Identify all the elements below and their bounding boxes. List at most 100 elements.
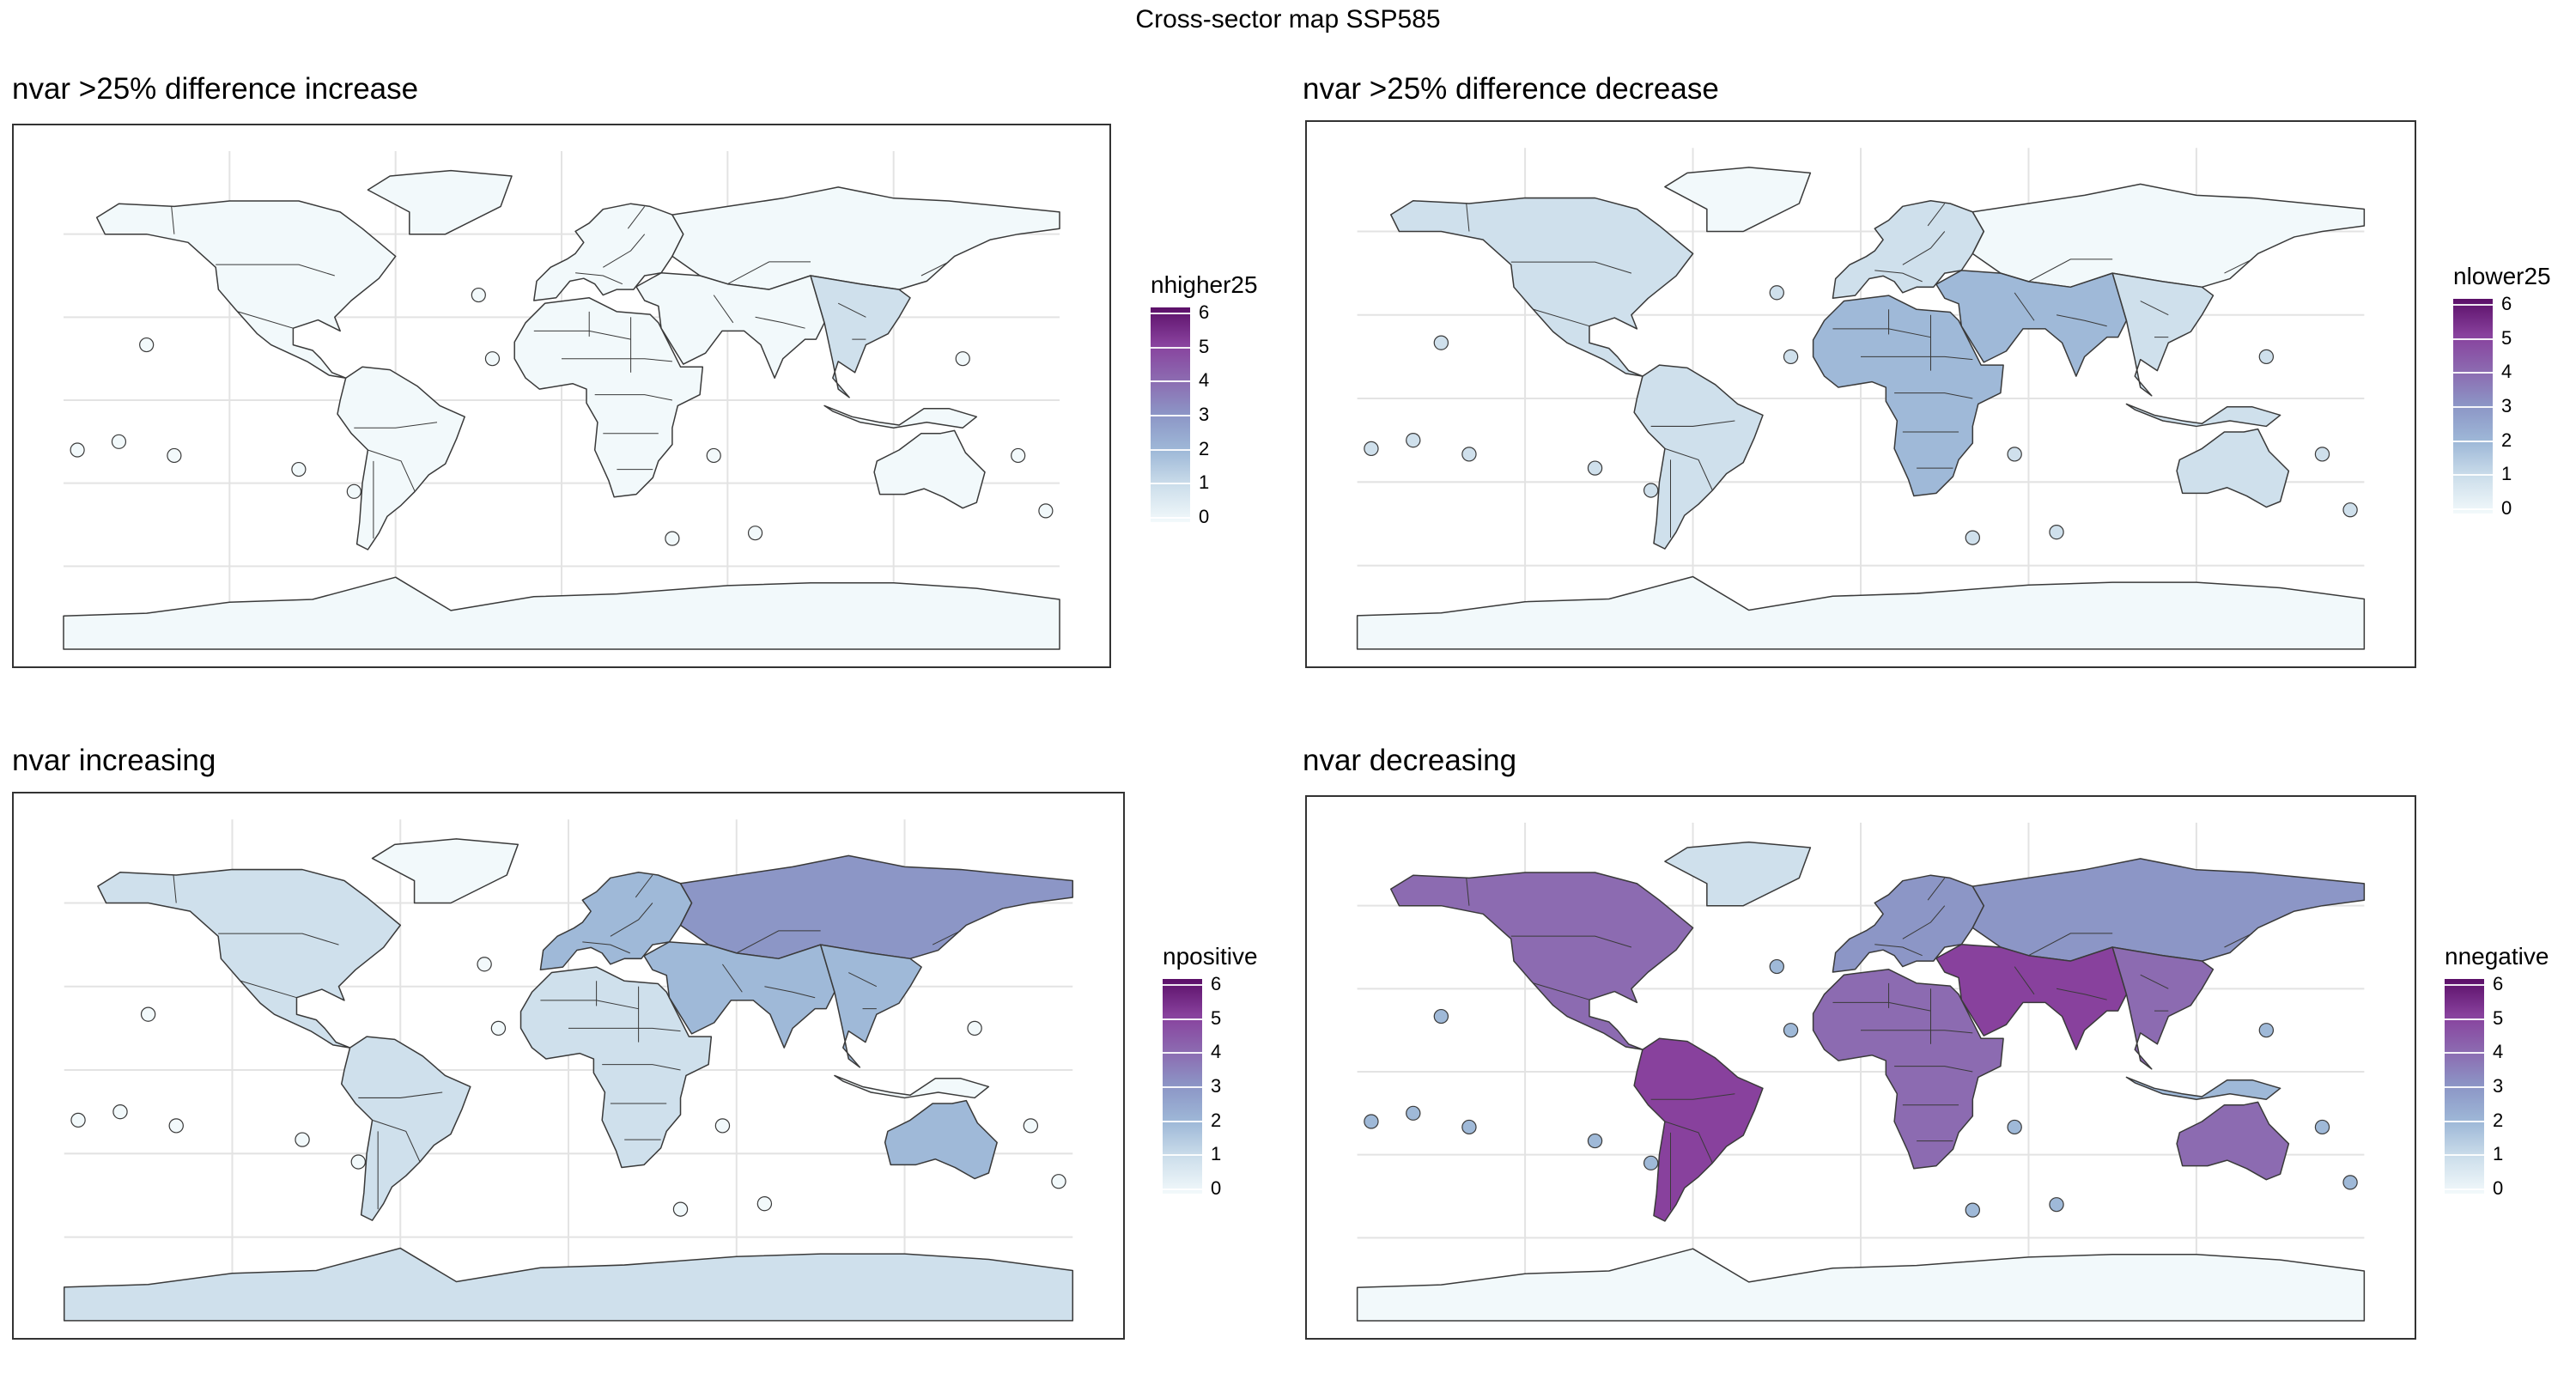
- legend-tick-label: 4: [2501, 361, 2512, 383]
- map-frame: [12, 124, 1111, 668]
- country-border: [1902, 905, 1946, 939]
- island: [1023, 1118, 1039, 1134]
- country-border: [568, 1027, 681, 1032]
- legend-tick-label: 1: [2493, 1143, 2504, 1165]
- legend-tick-mark: [1151, 448, 1190, 451]
- legend-tick-mark: [1163, 1189, 1202, 1190]
- island: [484, 351, 501, 367]
- legend-tick-label: 1: [1211, 1143, 1222, 1165]
- panel-nlower25: nvar >25% difference decrease nlower25 6…: [1303, 72, 2573, 673]
- panel-title: nvar >25% difference decrease: [1303, 72, 1719, 106]
- country-border: [1664, 447, 1713, 491]
- island: [1965, 1202, 1980, 1218]
- legend-tick-mark: [1163, 1052, 1202, 1055]
- country-border: [2028, 258, 2113, 283]
- island: [1783, 1023, 1799, 1038]
- country-border: [1861, 356, 1973, 361]
- country-border: [722, 964, 743, 993]
- map-frame: [1305, 795, 2416, 1340]
- legend-tick-label: 0: [2493, 1177, 2504, 1199]
- legend-tick-label: 2: [1211, 1109, 1222, 1131]
- legend-title: nnegative: [2445, 943, 2549, 970]
- island: [1769, 285, 1784, 301]
- country-border: [736, 930, 821, 954]
- legend-tick-label: 0: [1211, 1177, 1222, 1199]
- region-north-america: [1390, 197, 1694, 377]
- legend-tick-label: 6: [1211, 973, 1222, 994]
- region-antarctica: [63, 1247, 1074, 1322]
- legend-tick-mark: [1151, 517, 1190, 519]
- country-border: [920, 261, 950, 277]
- legend-tick-label: 4: [1211, 1041, 1222, 1063]
- legend: npositive 6 5 4 3 2 1 0: [1163, 943, 1300, 1218]
- country-border: [368, 449, 416, 492]
- region-oceania: [2176, 1101, 2290, 1181]
- island: [168, 1118, 184, 1134]
- legend: nlower25 6 5 4 3 2 1 0: [2453, 263, 2573, 538]
- country-border: [1510, 261, 1632, 274]
- legend-tick-label: 2: [2493, 1109, 2504, 1131]
- country-border: [2140, 974, 2169, 989]
- region-africa: [1812, 969, 2004, 1170]
- island: [1364, 1114, 1379, 1129]
- legend-title: nlower25: [2453, 263, 2551, 289]
- region-asia: [679, 854, 1074, 960]
- legend-tick-label: 3: [1199, 404, 1210, 425]
- island: [2049, 1197, 2064, 1213]
- legend-tick-mark: [1163, 1120, 1202, 1122]
- legend-tick-mark: [2453, 440, 2493, 442]
- country-border: [635, 874, 653, 898]
- island: [2342, 502, 2358, 518]
- legend-tick-mark: [2445, 1052, 2484, 1055]
- world-map: [1356, 823, 2366, 1322]
- legend-tick-mark: [2445, 1018, 2484, 1020]
- country-border: [727, 261, 811, 285]
- island: [706, 447, 721, 464]
- region-asia: [1971, 858, 2366, 962]
- island: [1433, 335, 1449, 350]
- country-border: [603, 234, 646, 268]
- legend-tick-mark: [1151, 483, 1190, 485]
- legend: nhigher25 6 5 4 3 2 1 0: [1151, 271, 1288, 546]
- island: [1433, 1008, 1449, 1024]
- island: [1461, 447, 1477, 462]
- legend-tick-label: 4: [2493, 1041, 2504, 1063]
- country-border: [1466, 878, 1470, 906]
- region-south-america: [337, 366, 465, 550]
- island: [477, 957, 492, 972]
- region-africa: [513, 297, 704, 498]
- country-border: [1650, 420, 1735, 427]
- legend-tick-mark: [1151, 380, 1190, 383]
- region-greenland: [1664, 841, 1812, 907]
- country-border: [240, 980, 297, 999]
- legend-tick-mark: [1163, 1018, 1202, 1020]
- country-border: [2056, 314, 2107, 327]
- legend-tick-label: 1: [2501, 463, 2512, 485]
- island: [967, 1020, 982, 1037]
- legend-title: npositive: [1163, 943, 1258, 970]
- legend-tick-label: 3: [2493, 1075, 2504, 1097]
- legend-tick-mark: [2453, 372, 2493, 374]
- island: [2007, 447, 2022, 462]
- country-border: [1533, 982, 1590, 1000]
- region-greenland: [367, 169, 513, 235]
- country-border: [1902, 231, 1946, 265]
- island: [1769, 958, 1784, 975]
- region-antarctica: [1356, 575, 2366, 650]
- legend-tick-label: 5: [2501, 326, 2512, 349]
- country-border: [627, 206, 646, 229]
- region-east-asia: [810, 275, 911, 398]
- legend-tick-mark: [2445, 1154, 2484, 1157]
- island: [70, 442, 85, 458]
- island: [1783, 349, 1799, 365]
- island: [111, 434, 127, 449]
- panel-title: nvar >25% difference increase: [12, 72, 419, 106]
- region-asia: [1971, 183, 2366, 289]
- legend-tick-mark: [1151, 415, 1190, 416]
- region-islands: [823, 404, 978, 429]
- legend-tick-label: 3: [2501, 395, 2512, 416]
- country-border: [575, 272, 623, 285]
- legend-tick-mark: [1151, 346, 1190, 349]
- main-title: Cross-sector map SSP585: [1135, 5, 1441, 33]
- country-border: [1861, 1030, 1973, 1034]
